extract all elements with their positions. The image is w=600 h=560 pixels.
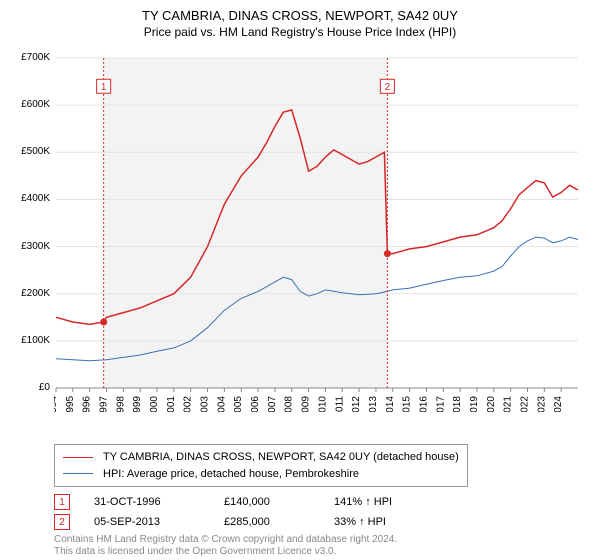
svg-text:1995: 1995	[65, 396, 76, 412]
svg-text:2015: 2015	[402, 396, 413, 412]
svg-text:1998: 1998	[115, 396, 126, 412]
legend-label: HPI: Average price, detached house, Pemb…	[103, 466, 359, 483]
svg-text:2022: 2022	[519, 396, 530, 412]
y-axis-label: £200K	[0, 288, 50, 299]
svg-text:2024: 2024	[553, 396, 564, 412]
svg-text:2006: 2006	[250, 396, 261, 412]
sale-marker-box: 2	[54, 514, 70, 530]
y-axis-label: £600K	[0, 99, 50, 110]
sale-marker-box: 1	[54, 494, 70, 510]
svg-text:2017: 2017	[435, 396, 446, 412]
svg-text:2010: 2010	[317, 396, 328, 412]
svg-text:2002: 2002	[183, 396, 194, 412]
svg-text:2005: 2005	[233, 396, 244, 412]
svg-text:2: 2	[385, 82, 391, 93]
svg-text:2014: 2014	[385, 396, 396, 412]
sale-date: 05-SEP-2013	[94, 516, 224, 528]
svg-text:2021: 2021	[503, 396, 514, 412]
legend: TY CAMBRIA, DINAS CROSS, NEWPORT, SA42 0…	[54, 444, 468, 487]
sale-delta: 33% ↑ HPI	[334, 516, 434, 528]
y-axis-label: £100K	[0, 335, 50, 346]
svg-text:1999: 1999	[132, 396, 143, 412]
y-axis-label: £300K	[0, 241, 50, 252]
sale-price: £140,000	[224, 496, 334, 508]
footer-attribution: Contains HM Land Registry data © Crown c…	[54, 534, 397, 557]
sale-row: 2 05-SEP-2013£285,00033% ↑ HPI	[54, 512, 434, 532]
y-axis-label: £500K	[0, 146, 50, 157]
svg-text:2004: 2004	[216, 396, 227, 412]
svg-text:2019: 2019	[469, 396, 480, 412]
chart-subtitle: Price paid vs. HM Land Registry's House …	[0, 23, 600, 39]
svg-text:2003: 2003	[200, 396, 211, 412]
svg-text:2007: 2007	[267, 396, 278, 412]
legend-item: TY CAMBRIA, DINAS CROSS, NEWPORT, SA42 0…	[63, 449, 459, 466]
legend-swatch	[63, 473, 93, 474]
footer-line-1: Contains HM Land Registry data © Crown c…	[54, 534, 397, 546]
y-axis-label: £0	[0, 382, 50, 393]
svg-text:2012: 2012	[351, 396, 362, 412]
svg-text:2016: 2016	[418, 396, 429, 412]
svg-text:2011: 2011	[334, 396, 345, 412]
svg-text:2013: 2013	[368, 396, 379, 412]
footer-line-2: This data is licensed under the Open Gov…	[54, 546, 397, 558]
svg-text:2018: 2018	[452, 396, 463, 412]
chart-title: TY CAMBRIA, DINAS CROSS, NEWPORT, SA42 0…	[0, 0, 600, 23]
chart-svg: 1994 1995 1996 1997 1998 1999 2000 2001 2002 2003…	[54, 52, 584, 412]
svg-text:2000: 2000	[149, 396, 160, 412]
chart-container: TY CAMBRIA, DINAS CROSS, NEWPORT, SA42 0…	[0, 0, 600, 560]
legend-item: HPI: Average price, detached house, Pemb…	[63, 466, 459, 483]
svg-text:2020: 2020	[486, 396, 497, 412]
sale-row: 1 31-OCT-1996£140,000141% ↑ HPI	[54, 492, 434, 512]
svg-text:2023: 2023	[536, 396, 547, 412]
svg-text:1: 1	[101, 82, 107, 93]
sale-date: 31-OCT-1996	[94, 496, 224, 508]
svg-text:2009: 2009	[301, 396, 312, 412]
legend-swatch	[63, 457, 93, 458]
legend-label: TY CAMBRIA, DINAS CROSS, NEWPORT, SA42 0…	[103, 449, 459, 466]
svg-text:1996: 1996	[82, 396, 93, 412]
svg-text:2001: 2001	[166, 396, 177, 412]
sales-table: 1 31-OCT-1996£140,000141% ↑ HPI 2 05-SEP-20…	[54, 492, 434, 532]
sale-price: £285,000	[224, 516, 334, 528]
svg-text:1994: 1994	[54, 396, 59, 412]
svg-text:1997: 1997	[99, 396, 110, 412]
svg-text:2008: 2008	[284, 396, 295, 412]
y-axis-label: £700K	[0, 52, 50, 63]
sale-delta: 141% ↑ HPI	[334, 496, 434, 508]
y-axis-label: £400K	[0, 193, 50, 204]
